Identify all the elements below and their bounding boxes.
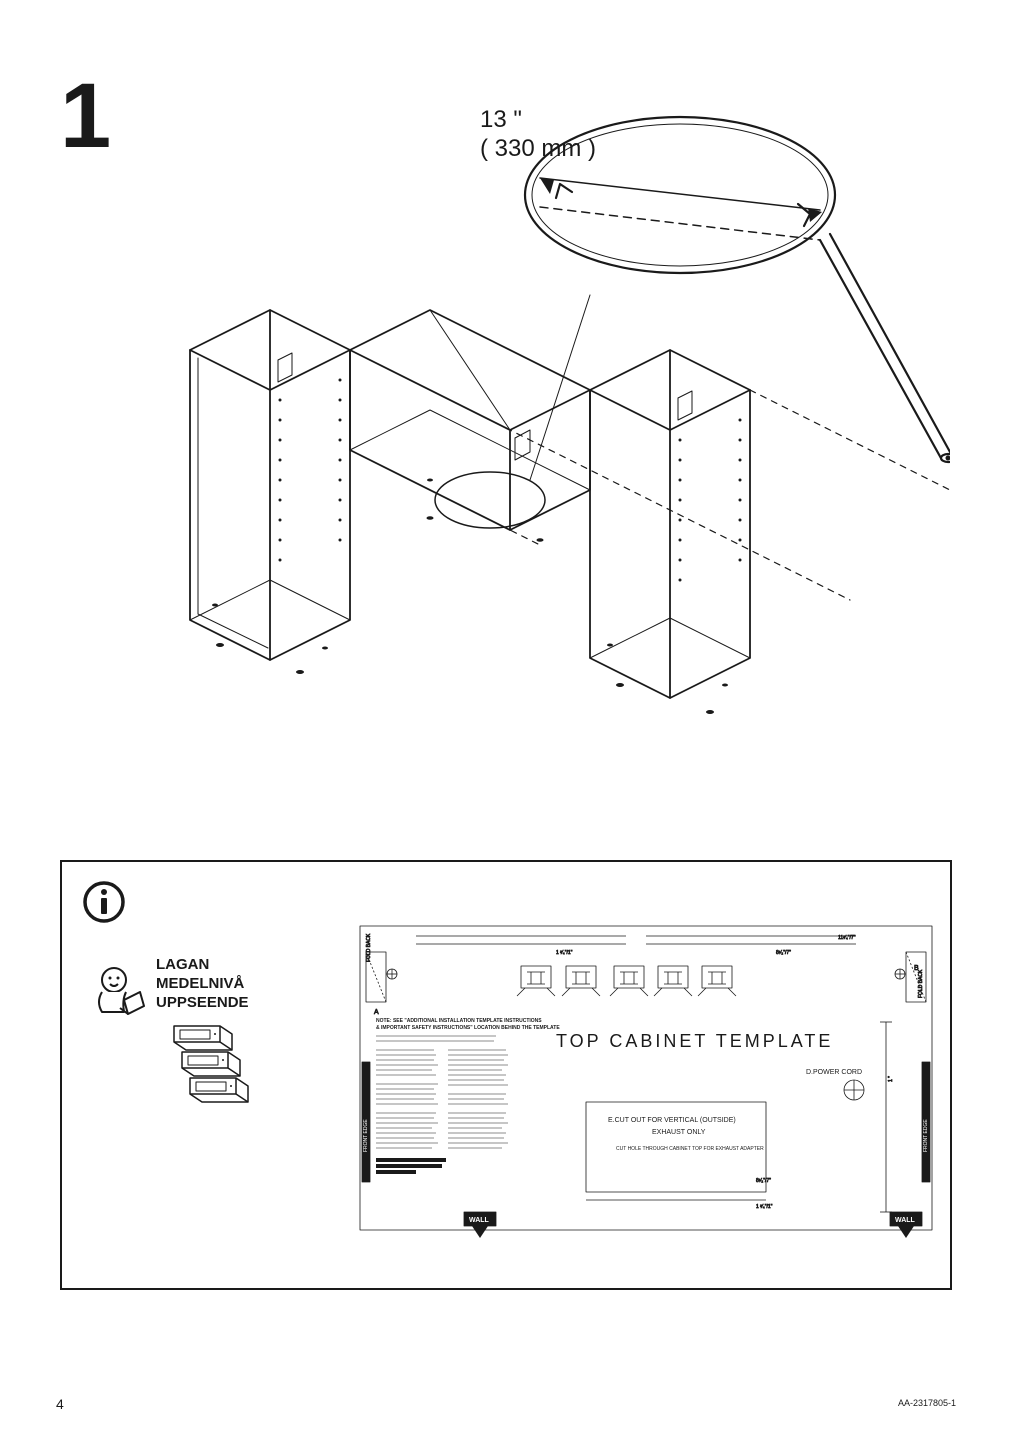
svg-text:NOTE: SEE "ADDITIONAL INST: NOTE: SEE "ADDITIONAL INSTALLATION TEMPL… [376,1018,542,1024]
svg-text:8¹⁄₂"/7": 8¹⁄₂"/7" [776,950,791,956]
measurement-callout: 13 " ( 330 mm ) [480,106,596,164]
template-title-text: TOP CABINET TEMPLATE [556,1031,833,1051]
svg-text:FRONT EDGE: FRONT EDGE [923,1119,929,1152]
product-name-3: UPPSEENDE [156,994,249,1013]
svg-text:FRONT EDGE: FRONT EDGE [363,1119,369,1152]
svg-text:D.POWER CORD: D.POWER CORD [806,1069,862,1076]
page-number: 4 [56,1396,64,1412]
svg-text:1 ": 1 " [888,1076,894,1082]
document-id: AA-2317805-1 [898,1398,956,1408]
microwave-stack-icon [162,1020,252,1110]
svg-text:WALL: WALL [895,1217,916,1224]
svg-text:1 ³⁄₄"/1": 1 ³⁄₄"/1" [556,950,573,956]
person-reading-icon [92,962,148,1018]
svg-text:A: A [374,1009,379,1016]
product-name-2: MEDELNIVÅ [156,975,249,994]
svg-text:FOLD BACK: FOLD BACK [918,969,924,998]
svg-text:CUT HOLE THROUGH CABINET T: CUT HOLE THROUGH CABINET TOP FOR EXHAUST… [616,1146,764,1152]
svg-text:& IMPORTANT SAFETY INSTRUCTION: & IMPORTANT SAFETY INSTRUCTIONS" LOCATIO… [376,1025,560,1031]
measurement-inches: 13 " [480,106,596,135]
svg-text:FOLD BACK: FOLD BACK [366,933,372,962]
product-name-1: LAGAN [156,956,249,975]
manual-reference: LAGAN MEDELNIVÅ UPPSEENDE [92,952,332,1112]
svg-text:11³⁄₄"/7": 11³⁄₄"/7" [838,935,856,941]
svg-text:EXHAUST ONLY: EXHAUST ONLY [652,1129,706,1136]
top-cabinet-template-drawing: 1 ³⁄₄"/1" 8¹⁄₂"/7" 11³⁄₄"/7" FOLD BACK A… [356,922,936,1252]
cabinet-installation-diagram [120,100,950,740]
svg-text:WALL: WALL [469,1217,490,1224]
measurement-mm: ( 330 mm ) [480,135,596,164]
step-number: 1 [60,70,111,162]
info-box: LAGAN MEDELNIVÅ UPPSEENDE [60,860,952,1290]
info-icon [82,880,126,924]
svg-text:1 ³⁄₄"/1": 1 ³⁄₄"/1" [756,1204,773,1210]
svg-text:E.CUT OUT FOR VERTICAL (OUTSI: E.CUT OUT FOR VERTICAL (OUTSIDE) [608,1117,736,1124]
svg-text:8¹⁄₂"/7": 8¹⁄₂"/7" [756,1178,771,1184]
